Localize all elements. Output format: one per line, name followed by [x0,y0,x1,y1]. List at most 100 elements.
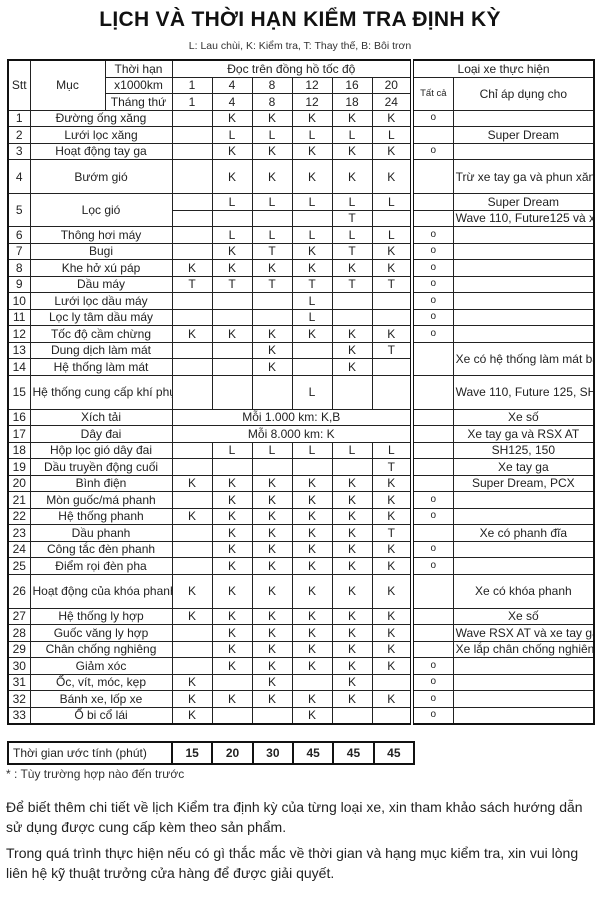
row-stt: 31 [7,673,31,691]
row-all-indicator: o [410,292,454,310]
row-action-20: K [371,259,413,277]
row-action-8: K [251,325,293,343]
row-applies-to: Xe tay ga [452,458,595,476]
row-action-1 [171,640,213,658]
header-km-8: 8 [251,76,293,94]
row-action-16: K [331,607,373,625]
row-action-20 [371,673,413,691]
row-action-8: K [251,358,293,376]
page-title: LỊCH VÀ THỜI HẠN KIỂM TRA ĐỊNH KỲ [99,8,501,31]
row-applies-to: Xe lắp chân chống nghiêng [452,640,595,658]
row-action-20 [371,292,413,310]
row-action-12: K [291,109,333,127]
row-action-8: K [251,491,293,509]
row-stt: 32 [7,690,31,708]
row-action-16: L [331,126,373,144]
header-stt: Stt [7,59,31,111]
row-all-indicator [410,607,454,625]
row-all-indicator: o [410,226,454,244]
row-applies-to: Super Dream [452,193,595,211]
row-action-8 [251,209,293,227]
row-action-1: K [171,259,213,277]
row-action-8: L [251,193,293,211]
row-action-8: K [251,142,293,160]
row-action-12 [291,341,333,359]
row-item: Thông hơi máy [29,226,173,244]
row-action-20: K [371,325,413,343]
row-stt: 2 [7,126,31,144]
row-action-1 [171,341,213,359]
row-action-1: K [171,607,213,625]
row-action-16: T [331,242,373,260]
row-all-indicator: o [410,706,454,725]
row-stt: 10 [7,292,31,310]
row-action-16: L [331,441,373,459]
row-action-8: K [251,557,293,575]
table-row: 20 Bình điện K K K K K K Super Dream, PCX [7,474,595,492]
row-action-1 [171,242,213,260]
row-action-8 [251,706,293,725]
row-applies-to: Super Dream [452,126,595,144]
row-action-16: K [331,673,373,691]
row-action-16: K [331,259,373,277]
row-all-indicator [410,573,454,609]
header-km-20: 20 [371,76,413,94]
row-item: Mòn guốc/má phanh [29,491,173,509]
row-all-indicator [410,209,454,227]
estimated-time-12: 45 [291,741,335,765]
row-action-4 [211,292,253,310]
row-action-4: K [211,624,253,642]
row-item: Ốc, vít, móc, kẹp [29,673,173,691]
row-action-20: K [371,507,413,525]
row-applies-to: Xe số [452,607,595,625]
row-action-4: K [211,325,253,343]
row-all-indicator [410,458,454,476]
row-item: Chân chống nghiêng [29,640,173,658]
row-item: Hộp lọc gió dây đai [29,441,173,459]
row-action-16: L [331,226,373,244]
row-action-12: L [291,226,333,244]
row-stt: 33 [7,706,31,725]
row-stt: 16 [7,408,31,426]
row-action-8: K [251,474,293,492]
table-row: 23 Dầu phanh K K K K T Xe có phanh đĩa [7,524,595,542]
row-all-indicator: o [410,491,454,509]
row-action-20 [371,308,413,326]
row-action-12: K [291,507,333,525]
row-stt: 20 [7,474,31,492]
row-item: Bánh xe, lốp xe [29,690,173,708]
row-action-4: K [211,242,253,260]
row-stt: 8 [7,259,31,277]
row-action-12: K [291,142,333,160]
row-action-20 [371,209,413,227]
row-action-20: T [371,458,413,476]
row-stt: 9 [7,275,31,293]
row-action-8: T [251,275,293,293]
row-stt: 4 [7,159,31,194]
row-action-12: L [291,126,333,144]
row-stt: 6 [7,226,31,244]
row-action-12: K [291,259,333,277]
row-action-12: K [291,325,333,343]
row-action-16: K [331,624,373,642]
row-action-1 [171,524,213,542]
row-item: Hoạt động của khóa phanh [29,573,173,609]
row-action-1 [171,109,213,127]
row-action-8 [251,458,293,476]
row-action-12: K [291,573,333,609]
row-action-16: K [331,557,373,575]
row-action-20: K [371,624,413,642]
row-applies-to [452,690,595,708]
row-stt: 14 [7,358,31,376]
row-stt: 22 [7,507,31,525]
row-action-1 [171,458,213,476]
row-action-8: K [251,673,293,691]
estimated-time-8: 30 [251,741,294,765]
table-row: 2 Lưới lọc xăng L L L L L Super Dream [7,126,595,144]
estimated-time-label: Thời gian ước tính (phút) [7,741,173,765]
